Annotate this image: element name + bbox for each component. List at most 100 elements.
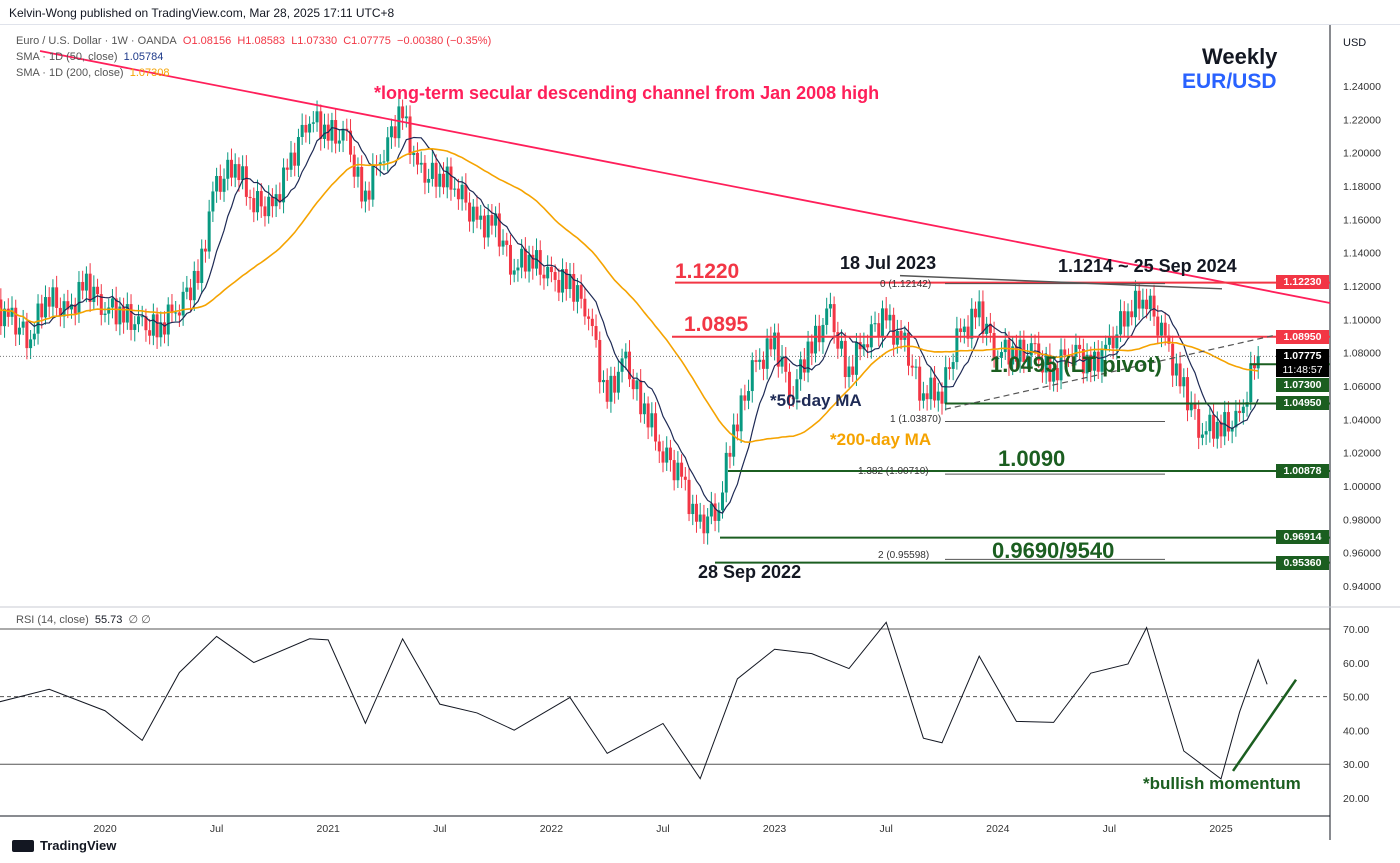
candle-body [691,503,695,515]
candle-body [676,462,680,481]
sep2022-annotation: 28 Sep 2022 [698,562,802,582]
time-tick-label: 2020 [93,823,117,835]
candle-body [828,304,832,309]
sma200-legend[interactable]: SMA · 1D (200, close) 1.07308 [16,67,169,79]
price-tag-label: 1.07775 [1283,350,1322,363]
candle-body [438,173,442,187]
level-1-0495-label: 1.0495 (LT pivot) [990,352,1162,377]
candle-body [1033,343,1037,345]
candle-body [475,206,479,220]
candle-body [237,164,241,181]
candle-body [494,213,498,226]
candle-body [1122,311,1126,327]
candle-body [680,462,684,477]
candle-body [77,281,81,314]
candle-body [1052,368,1056,382]
level-0-9690-label: 0.9690/9540 [992,538,1115,563]
candle-body [25,321,29,349]
chart-frame[interactable]: 1.24000 1.22000 1.20000 1.18000 1.16000 1.140… [0,24,1400,840]
level-1-0090-label: 1.0090 [998,446,1066,471]
candle-body [10,307,14,317]
candle-body [203,248,207,252]
price-tick-label: 0.94000 [1343,581,1381,593]
candle-body [843,340,847,378]
currency-label[interactable]: USD [1343,37,1367,49]
candle-body [1171,343,1175,376]
chart-canvas[interactable]: 1.24000 1.22000 1.20000 1.18000 1.16000 1.140… [0,25,1400,840]
candle-body [43,297,47,318]
candle-body [1137,290,1141,309]
candle-body [96,286,100,295]
candle-body [1167,335,1171,344]
candle-body [233,164,237,178]
candle-body [1133,290,1137,318]
candle-body [1055,368,1059,381]
price-tag: 0.96914 [1276,530,1329,545]
candle-body [977,301,981,318]
candle-body [758,359,762,362]
candle-body [155,314,159,338]
candle-body [1234,410,1238,428]
candle-body [1215,421,1219,439]
candle-body [371,164,375,200]
candle-body [921,393,925,401]
candle-body [702,514,706,534]
candle-body [1212,414,1216,439]
candle-body [356,166,360,177]
candle-body [55,287,59,308]
candle-body [6,308,10,317]
candle-body [1182,377,1186,387]
price-tick-label: 1.02000 [1343,448,1381,460]
candle-body [1152,295,1156,317]
candle-body [918,366,922,401]
price-tag-label: 1.04950 [1283,397,1322,410]
candle-body [880,308,884,337]
candle-body [244,166,248,197]
rsi-tick-label: 60.00 [1343,658,1369,670]
candle-body [962,326,966,333]
price-tag-label: 0.96914 [1283,531,1322,544]
candle-body [259,191,263,207]
candle-body [750,360,754,392]
price-tick-label: 1.04000 [1343,414,1381,426]
candle-body [1186,377,1190,411]
sma200-label: SMA · 1D (200, close) [16,67,124,79]
time-tick-label: Jul [1103,823,1116,835]
candle-body [1111,336,1115,349]
candle-body [672,460,676,481]
candle-body [1219,421,1223,437]
time-tick-label: Jul [879,823,892,835]
candle-body [1130,311,1134,318]
candle-body [1163,322,1167,336]
candle-body [1226,412,1230,432]
sma50-legend[interactable]: SMA · 1D (50, close) 1.05784 [16,51,163,63]
candle-body [73,304,77,314]
candle-body [564,269,568,290]
candle-body [858,342,862,350]
candle-body [1029,343,1033,356]
candle-body [196,270,200,283]
candle-body [88,273,92,303]
candle-body [170,304,174,314]
candle-body [29,339,33,349]
candle-body [1063,349,1067,356]
candle-body [1096,351,1100,372]
symbol-name[interactable]: Euro / U.S. Dollar · 1W · OANDA [16,35,177,47]
rsi-legend[interactable]: RSI (14, close) 55.73 ∅ ∅ [16,613,151,626]
candle-body [456,188,460,200]
candle-body [683,476,687,480]
candle-body [1093,351,1097,371]
candle-body [293,152,297,166]
candle-body [970,308,974,339]
candle-body [709,503,713,517]
candle-body [99,294,103,315]
tradingview-logo[interactable]: TradingView [12,838,116,853]
ohlc-open: O1.08156 [182,35,232,47]
candle-body [1018,339,1022,362]
bullish-momentum-annotation: *bullish momentum [1143,774,1301,793]
candle-body [200,248,204,283]
candle-body [103,313,107,315]
candle-body [304,124,308,133]
candle-body [308,123,312,133]
candle-body [207,211,211,252]
